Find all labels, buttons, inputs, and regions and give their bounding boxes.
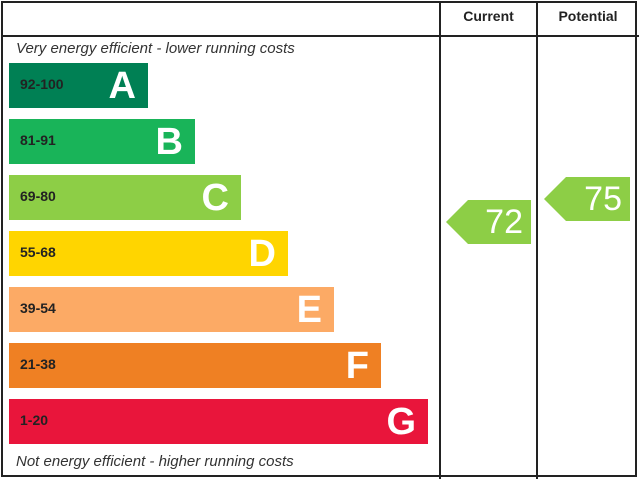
header-divider <box>1 35 639 37</box>
column-divider <box>439 1 441 479</box>
band-letter: G <box>386 401 416 443</box>
band-bar-c: 69-80 C <box>9 175 241 220</box>
current-rating-arrow: 72 <box>446 199 531 244</box>
band-range: 1-20 <box>20 412 49 428</box>
band-range: 21-38 <box>20 356 56 372</box>
potential-header: Potential <box>558 8 618 24</box>
band-letter: E <box>296 289 322 331</box>
band-letter: F <box>345 345 369 387</box>
top-note: Very energy efficient - lower running co… <box>16 40 295 57</box>
column-divider <box>536 1 538 479</box>
band-bar-f: 21-38 F <box>9 343 381 388</box>
band-range: 55-68 <box>20 244 56 260</box>
potential-rating-value: 75 <box>584 180 622 219</box>
band-bar-e: 39-54 E <box>9 287 334 332</box>
potential-rating-arrow: 75 <box>544 177 630 222</box>
bottom-note: Not energy efficient - higher running co… <box>16 453 294 470</box>
current-header: Current <box>463 8 514 24</box>
current-rating-value: 72 <box>485 202 523 241</box>
band-letter: D <box>248 233 276 275</box>
band-bar-g: 1-20 G <box>9 399 428 444</box>
band-bar-d: 55-68 D <box>9 231 288 276</box>
band-letter: A <box>108 65 136 107</box>
band-range: 92-100 <box>20 76 64 92</box>
band-bar-a: 92-100 A <box>9 63 148 108</box>
band-bar-b: 81-91 B <box>9 119 195 164</box>
band-range: 69-80 <box>20 188 56 204</box>
band-letter: B <box>155 121 183 163</box>
band-range: 39-54 <box>20 300 56 316</box>
band-letter: C <box>201 177 229 219</box>
band-range: 81-91 <box>20 132 56 148</box>
